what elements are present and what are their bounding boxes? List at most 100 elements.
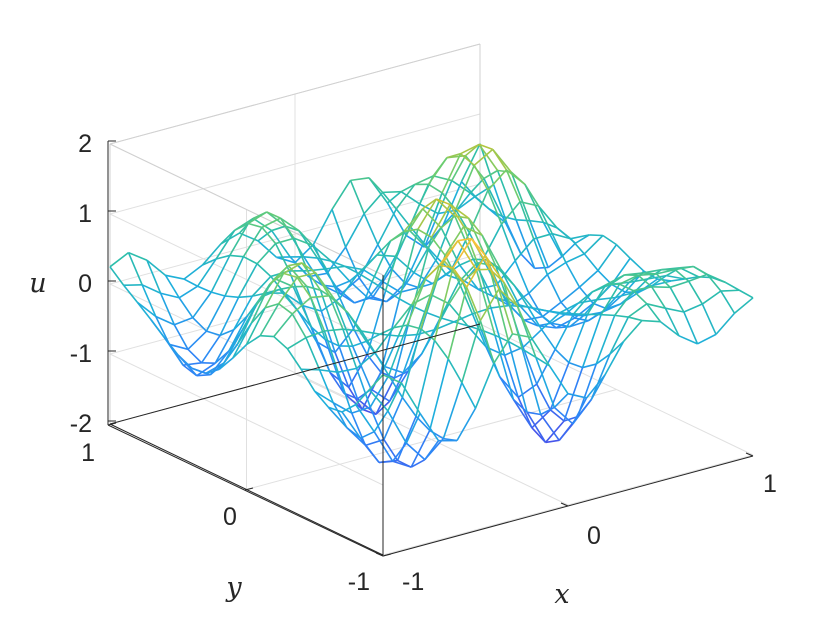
mesh-line [406, 278, 427, 326]
mesh-line [441, 153, 462, 194]
mesh-line [523, 319, 538, 327]
mesh-line [341, 403, 357, 413]
mesh-line [420, 264, 441, 330]
mesh-line [405, 413, 421, 444]
mesh-line [411, 293, 431, 305]
mesh-line [402, 334, 418, 374]
mesh-line [614, 290, 634, 316]
mesh-line [542, 301, 562, 318]
mesh-line [191, 367, 206, 375]
mesh-line [444, 226, 465, 256]
mesh-line [330, 260, 351, 282]
mesh-line [250, 307, 266, 324]
mesh-line [301, 262, 322, 291]
mesh-line [146, 259, 167, 276]
mesh-line [300, 368, 316, 392]
mesh-line [452, 267, 468, 288]
mesh-line [510, 171, 531, 221]
mesh-line [173, 324, 189, 350]
mesh-line [499, 376, 515, 400]
mesh-line [316, 340, 336, 354]
mesh-line [128, 251, 148, 262]
mesh-line [725, 281, 740, 291]
mesh-line [183, 278, 199, 287]
mesh-line [311, 244, 327, 270]
mesh-line [585, 374, 606, 399]
mesh-line [688, 273, 708, 282]
mesh-line [346, 427, 362, 439]
mesh-line [279, 217, 295, 239]
mesh-line [351, 345, 372, 390]
mesh-line [483, 178, 504, 217]
mesh-line [305, 330, 325, 339]
mesh-line [461, 320, 482, 383]
mesh-line [589, 234, 603, 237]
mesh-line [202, 258, 217, 266]
mesh-line [507, 341, 528, 413]
mesh-line [447, 286, 468, 360]
mesh-line [424, 440, 440, 461]
mesh-line [561, 242, 577, 258]
mesh-line [310, 297, 326, 332]
mesh-line [347, 312, 363, 332]
mesh-line [395, 183, 416, 210]
mesh-line [382, 190, 402, 194]
mesh-line [496, 260, 516, 286]
grid-line [109, 253, 481, 355]
mesh-line [200, 334, 221, 364]
mesh-line [278, 303, 293, 315]
mesh-line [251, 275, 272, 297]
mesh-line [414, 175, 434, 186]
mesh-line [669, 280, 689, 289]
mesh-line [324, 339, 345, 394]
mesh-line [224, 256, 245, 297]
mesh-line [260, 334, 274, 338]
mesh-line [323, 330, 339, 373]
mesh-line [283, 272, 298, 279]
z-tick-label: 0 [78, 270, 92, 298]
mesh-line [633, 286, 652, 292]
mesh-line [273, 335, 288, 350]
mesh-line [417, 198, 438, 230]
mesh-line [546, 309, 561, 314]
mesh-line [352, 281, 373, 329]
mesh-line [641, 319, 661, 323]
grid-line [109, 213, 384, 346]
mesh-line [192, 291, 212, 319]
axes-box [109, 43, 481, 424]
mesh-line [537, 205, 558, 229]
mesh-line [570, 238, 585, 255]
mesh-line [715, 312, 736, 335]
mesh-line [192, 317, 208, 332]
mesh-line [426, 248, 447, 276]
mesh-line [601, 303, 621, 314]
mesh-line [159, 292, 176, 326]
mesh-line [344, 265, 359, 275]
mesh-line [536, 383, 552, 411]
mesh-line [320, 297, 341, 312]
mesh-line [425, 264, 440, 280]
mesh-line [481, 234, 497, 267]
mesh-line [527, 306, 547, 312]
mesh-line [542, 222, 563, 257]
mesh-line [344, 213, 365, 248]
mesh-line [396, 416, 417, 461]
mesh-line [549, 362, 570, 411]
mesh-line [484, 255, 500, 290]
mesh-line [370, 388, 391, 402]
mesh-line [452, 238, 473, 269]
mesh-line [546, 274, 562, 303]
mesh-surface [109, 143, 754, 468]
mesh-line [545, 439, 560, 444]
mesh-line [335, 280, 350, 288]
mesh-line [448, 281, 464, 305]
mesh-line [543, 221, 558, 229]
mesh-line [286, 348, 302, 370]
box-edge [109, 43, 481, 145]
mesh-line [619, 274, 639, 285]
mesh-line [550, 313, 566, 324]
mesh-line [494, 334, 515, 400]
mesh-line [339, 272, 360, 299]
mesh-line [384, 230, 405, 291]
mesh-line [666, 274, 685, 280]
